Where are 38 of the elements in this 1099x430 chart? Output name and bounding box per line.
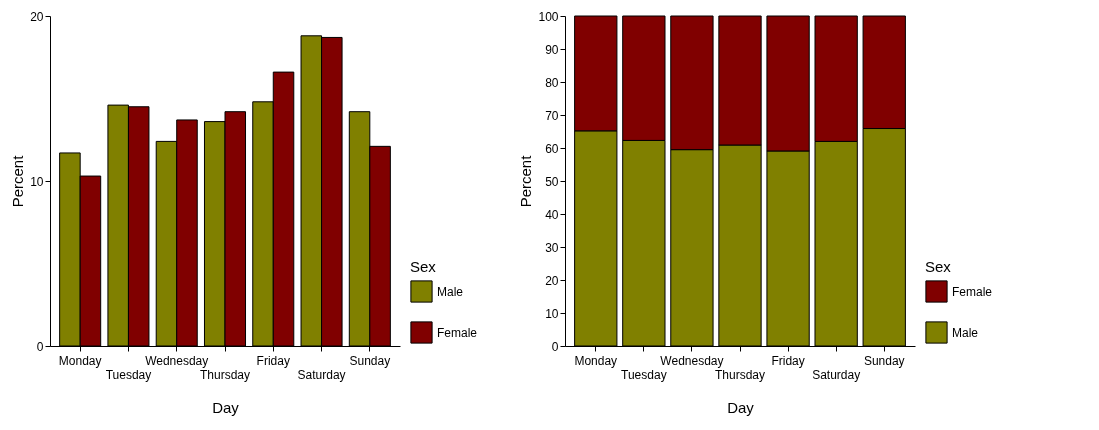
x-tick-label: Friday [771,353,805,368]
y-tick-label: 10 [30,174,44,189]
y-tick-label: 50 [545,174,559,189]
x-tick-label: Wednesday [145,353,209,368]
y-tick-label: 20 [545,273,559,288]
x-tick-label: Tuesday [621,367,667,382]
y-tick-label: 30 [545,240,559,255]
x-tick-label: Saturday [812,367,861,382]
legend-label: Male [437,284,464,299]
x-tick-label: Monday [58,353,102,368]
y-tick-label: 60 [545,141,559,156]
y-tick-label: 100 [538,9,559,24]
x-tick-label: Sunday [863,353,905,368]
x-tick-label: Friday [256,353,290,368]
y-axis-title: Percent [517,154,535,208]
x-axis-title: Day [212,398,240,416]
legend-title: Sex [925,258,952,275]
x-tick-label: Saturday [297,367,346,382]
x-tick-label: Tuesday [105,367,152,382]
y-axis-title: Percent [9,154,27,208]
legend-title: Sex [410,258,437,275]
legend-label: Female [952,284,993,299]
y-tick-label: 40 [545,207,559,222]
y-tick-label: 80 [545,75,559,90]
x-tick-label: Wednesday [660,353,724,368]
y-tick-label: 0 [36,339,44,354]
legend-label: Male [952,325,979,340]
legend-label: Female [437,325,478,340]
y-tick-label: 10 [545,306,559,321]
x-tick-label: Sunday [349,353,391,368]
x-tick-label: Thursday [199,367,251,382]
y-tick-label: 0 [551,339,559,354]
x-tick-label: Monday [574,353,618,368]
y-tick-label: 90 [545,42,559,57]
x-tick-label: Thursday [714,367,766,382]
y-tick-label: 20 [30,9,44,24]
x-axis-title: Day [727,398,755,416]
y-tick-label: 70 [545,108,559,123]
